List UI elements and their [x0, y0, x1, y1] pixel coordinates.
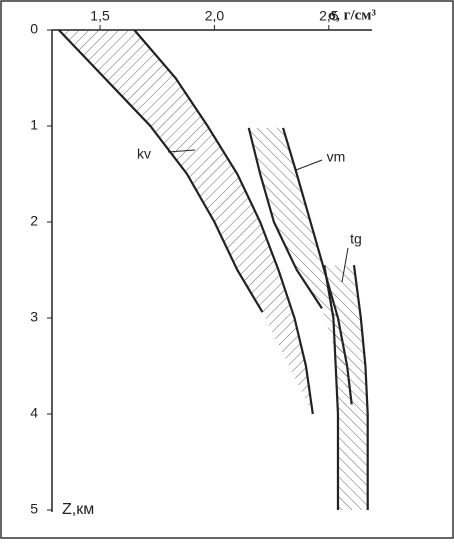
series-label: vm: [327, 149, 346, 165]
band-fill: [324, 265, 368, 510]
x-tick-label: 2,5: [319, 8, 339, 24]
band-fill: [58, 30, 313, 414]
y-tick-label: 3: [30, 309, 38, 325]
series-label: kv: [137, 146, 151, 162]
y-axis-label: Z,км: [62, 501, 94, 518]
boundary-line: [352, 265, 369, 510]
y-tick-label: 4: [30, 405, 38, 421]
boundary-line: [323, 265, 340, 510]
x-tick-label: 2,0: [205, 8, 225, 24]
band-fill: [248, 127, 352, 405]
boundary-line: [58, 29, 264, 313]
y-tick-label: 2: [30, 213, 38, 229]
x-axis-label: σ, г/см³: [328, 7, 377, 23]
boundary-line: [247, 127, 323, 310]
y-tick-label: 0: [30, 21, 38, 37]
leader: [295, 159, 323, 171]
x-tick-label: 1,5: [90, 8, 110, 24]
y-tick-label: 5: [30, 501, 38, 517]
series-label: tg: [350, 231, 362, 247]
boundary-line: [133, 29, 314, 415]
y-tick-label: 1: [30, 117, 38, 133]
